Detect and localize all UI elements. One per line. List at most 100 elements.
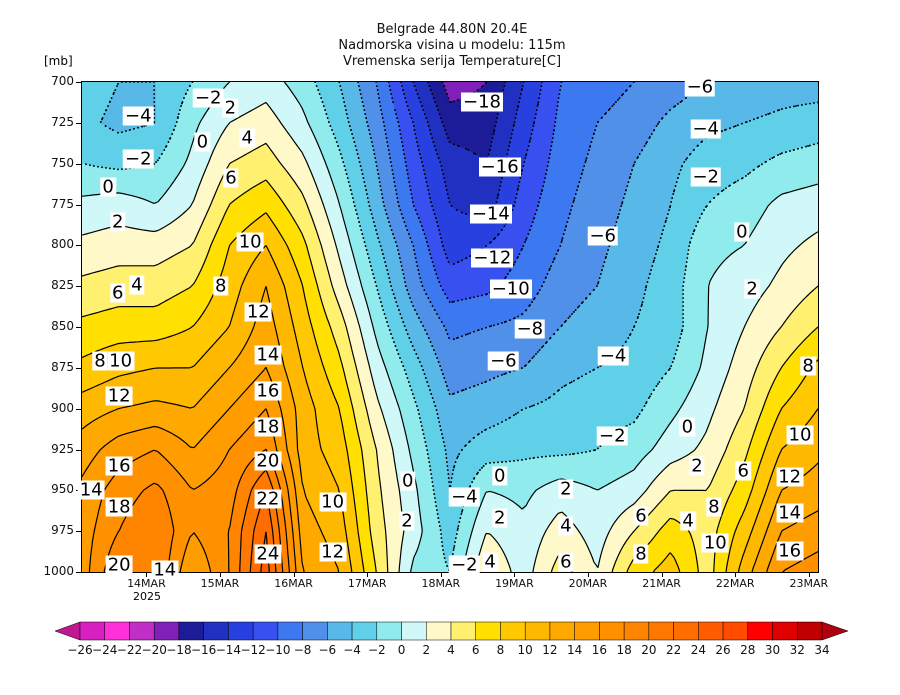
y-axis-label: [mb] bbox=[44, 54, 73, 68]
contour-label: 0 bbox=[399, 470, 416, 492]
y-tick-label: 950 bbox=[51, 482, 74, 497]
contour-label: 12 bbox=[244, 301, 272, 323]
contour-label: 6 bbox=[558, 551, 574, 573]
contour-line-10 bbox=[82, 244, 818, 572]
colorbar-label: 28 bbox=[740, 643, 756, 657]
colorbar-label: 10 bbox=[517, 643, 533, 657]
colorbar-swatch bbox=[178, 621, 204, 641]
x-tick-label: 16MAR bbox=[274, 577, 313, 590]
x-tick bbox=[367, 572, 369, 577]
contour-label: 2 bbox=[399, 510, 415, 532]
colorbar-swatch bbox=[772, 621, 798, 641]
contour-label: −18 bbox=[461, 91, 504, 113]
y-tick bbox=[76, 163, 82, 165]
x-axis-year: 2025 bbox=[133, 590, 161, 603]
contour-label: 14 bbox=[77, 479, 105, 501]
x-tick-label: 14MAR bbox=[127, 577, 166, 590]
colorbar-label: 4 bbox=[447, 643, 455, 657]
contour-label: 2 bbox=[689, 455, 705, 477]
contour-label: −10 bbox=[489, 278, 532, 300]
contour-label: −12 bbox=[471, 247, 514, 269]
contour-label: −6 bbox=[587, 225, 618, 247]
y-tick-label: 800 bbox=[51, 237, 74, 252]
colorbar-label: 0 bbox=[397, 643, 406, 657]
colorbar-label: 6 bbox=[471, 643, 480, 657]
contour-label: 0 bbox=[679, 416, 696, 438]
y-tick-label: 725 bbox=[51, 114, 74, 129]
colorbar-swatch bbox=[673, 621, 699, 641]
colorbar-label: 20 bbox=[641, 643, 657, 657]
contour-label: 2 bbox=[744, 278, 760, 300]
contour-line-2 bbox=[82, 101, 818, 572]
colorbar-label: −4 bbox=[343, 643, 361, 657]
contour-label: 14 bbox=[254, 344, 282, 366]
y-tick bbox=[76, 82, 82, 83]
y-tick bbox=[76, 408, 82, 410]
contour-label: −2 bbox=[192, 87, 224, 109]
contour-label: 14 bbox=[151, 559, 179, 581]
colorbar-swatch bbox=[351, 621, 378, 641]
colorbar-label: 16 bbox=[591, 643, 608, 657]
contour-label: 8 bbox=[213, 275, 229, 297]
x-tick bbox=[220, 572, 221, 577]
y-tick-label: 925 bbox=[51, 441, 74, 456]
colorbar-swatch bbox=[79, 621, 105, 641]
y-tick-label: 775 bbox=[51, 196, 74, 211]
colorbar-label: 14 bbox=[567, 643, 583, 657]
x-tick-label: 21MAR bbox=[642, 577, 681, 590]
contour-line-m8 bbox=[375, 82, 635, 342]
colorbar-label: 32 bbox=[789, 643, 805, 657]
contour-label: 4 bbox=[482, 551, 498, 573]
contour-label: 10 bbox=[786, 424, 814, 446]
y-tick-label: 975 bbox=[51, 523, 74, 538]
y-tick bbox=[76, 122, 82, 124]
colorbar-swatch bbox=[797, 621, 823, 641]
colorbar-swatch bbox=[327, 621, 353, 641]
colorbar-label: −10 bbox=[265, 643, 291, 657]
contour-label: −2 bbox=[597, 425, 628, 447]
colorbar-swatch bbox=[252, 621, 279, 641]
contour-label: 4 bbox=[129, 274, 145, 296]
colorbar-swatch bbox=[574, 621, 600, 641]
colorbar-high-arrow bbox=[821, 621, 849, 641]
colorbar-label: −6 bbox=[318, 643, 337, 657]
colorbar-label: 34 bbox=[814, 643, 830, 657]
colorbar-swatch bbox=[500, 621, 526, 641]
y-tick-label: 900 bbox=[51, 400, 74, 415]
colorbar-swatch bbox=[203, 621, 229, 641]
chart-title-variable: Vremenska serija Temperature[C] bbox=[342, 54, 562, 69]
colorbar-label: −24 bbox=[92, 643, 118, 657]
colorbar-swatch bbox=[648, 621, 674, 641]
contour-label: −4 bbox=[123, 105, 154, 127]
contour-label: −8 bbox=[514, 318, 546, 340]
colorbar-label: −14 bbox=[215, 643, 242, 657]
contour-label: 16 bbox=[105, 455, 133, 477]
colorbar-label: 2 bbox=[422, 643, 431, 657]
contour-label: −2 bbox=[690, 166, 722, 188]
colorbar-swatch bbox=[747, 621, 773, 641]
contour-label: 16 bbox=[776, 540, 804, 562]
x-tick bbox=[735, 572, 737, 577]
contour-label: −4 bbox=[690, 118, 722, 140]
contour-label: −6 bbox=[488, 350, 519, 372]
contour-label: 4 bbox=[239, 127, 255, 149]
contour-label: 20 bbox=[254, 450, 282, 472]
colorbar bbox=[54, 621, 849, 641]
colorbar-swatch bbox=[698, 621, 724, 641]
colorbar-swatch bbox=[129, 621, 155, 641]
y-tick-label: 850 bbox=[51, 319, 74, 333]
contour-label: 10 bbox=[107, 350, 135, 372]
colorbar-label: −2 bbox=[367, 643, 386, 657]
contour-line-m16 bbox=[427, 82, 507, 164]
colorbar-swatch bbox=[153, 621, 180, 641]
x-tick-label: 22MAR bbox=[715, 577, 755, 590]
contour-label: 18 bbox=[105, 496, 133, 518]
colorbar-swatch bbox=[475, 621, 501, 641]
contour-line-4 bbox=[82, 142, 818, 572]
contour-label: 12 bbox=[319, 541, 347, 563]
contour-label: 24 bbox=[254, 543, 282, 565]
colorbar-swatch bbox=[426, 621, 452, 641]
chart-title-elevation: Nadmorska visina u modelu: 115m bbox=[338, 38, 566, 53]
x-tick-label: 20MAR bbox=[568, 577, 608, 590]
colorbar-swatch bbox=[549, 621, 575, 641]
